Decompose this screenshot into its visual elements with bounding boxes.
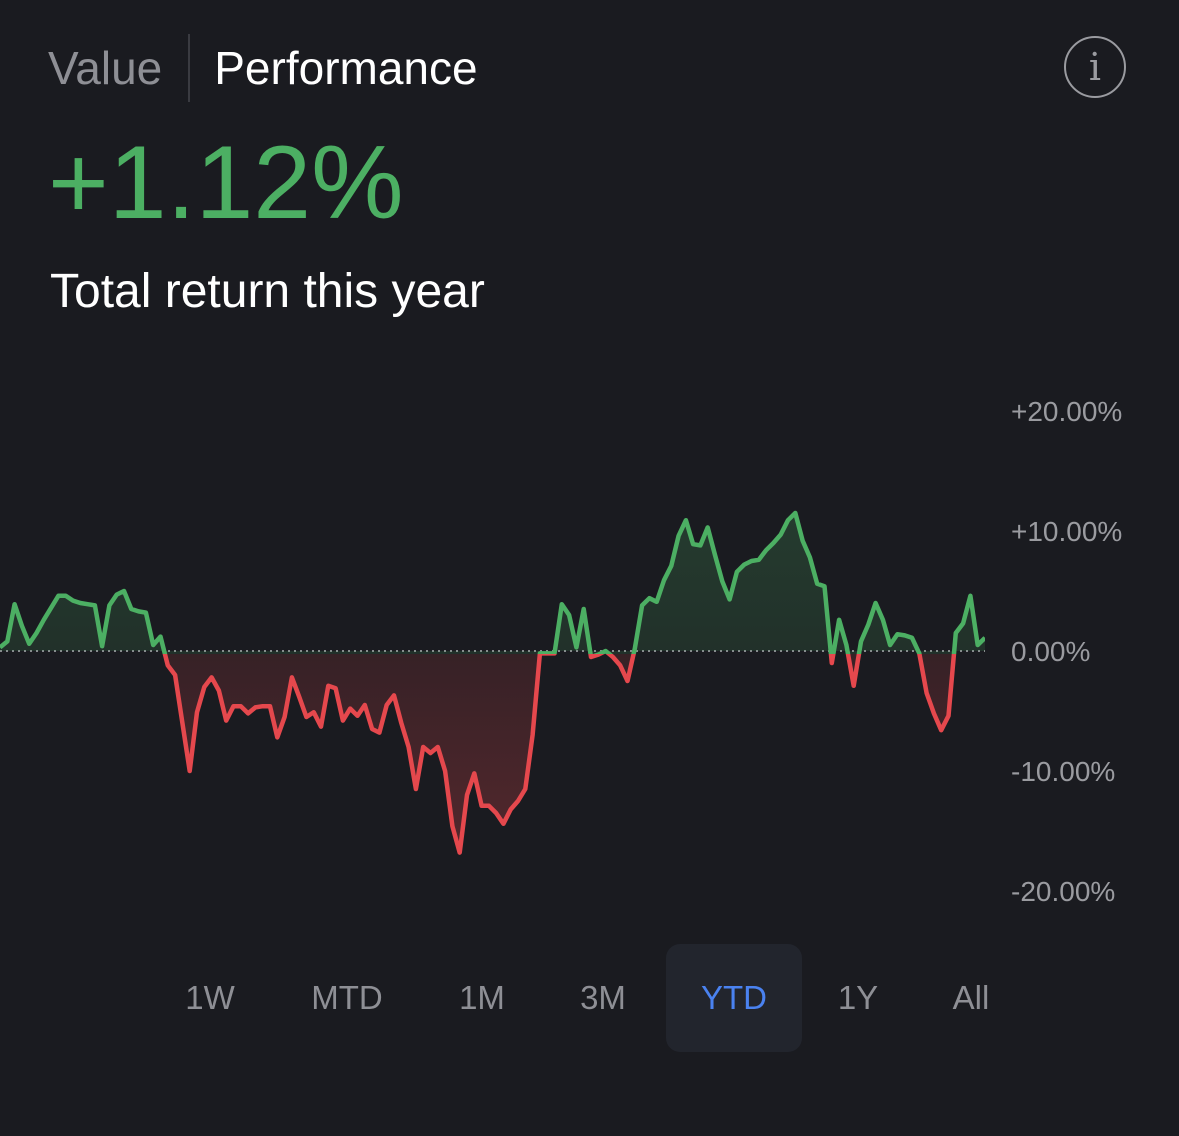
- performance-chart[interactable]: +20.00% +10.00% 0.00% -10.00% -20.00%: [0, 380, 1179, 940]
- positive-area: [0, 513, 985, 654]
- negative-area: [164, 654, 954, 853]
- info-icon[interactable]: i: [1064, 36, 1126, 98]
- tab-value[interactable]: Value: [48, 42, 163, 94]
- range-mtd[interactable]: MTD: [311, 979, 383, 1016]
- y-tick-label: -20.00%: [1011, 876, 1115, 907]
- y-tick-label: 0.00%: [1011, 636, 1090, 667]
- total-return-value: +1.12%: [48, 125, 404, 241]
- y-tick-label: -10.00%: [1011, 756, 1115, 787]
- tab-performance[interactable]: Performance: [214, 42, 478, 94]
- range-all[interactable]: All: [952, 979, 990, 1016]
- range-1w[interactable]: 1W: [185, 979, 235, 1016]
- range-3m[interactable]: 3M: [580, 979, 626, 1016]
- series-line-positive: [0, 510, 985, 654]
- y-tick-label: +20.00%: [1011, 396, 1122, 427]
- series-line-negative: [162, 654, 957, 855]
- range-ytd[interactable]: YTD: [666, 944, 802, 1052]
- y-axis: +20.00% +10.00% 0.00% -10.00% -20.00%: [1011, 396, 1122, 907]
- time-range-selector: 1W MTD 1M 3M YTD 1Y All: [0, 944, 1179, 1052]
- tab-divider: [188, 34, 191, 102]
- view-tabs: Value Performance: [48, 34, 478, 102]
- range-1y[interactable]: 1Y: [837, 979, 879, 1016]
- total-return-label: Total return this year: [50, 265, 485, 318]
- y-tick-label: +10.00%: [1011, 516, 1122, 547]
- range-1m[interactable]: 1M: [459, 979, 505, 1016]
